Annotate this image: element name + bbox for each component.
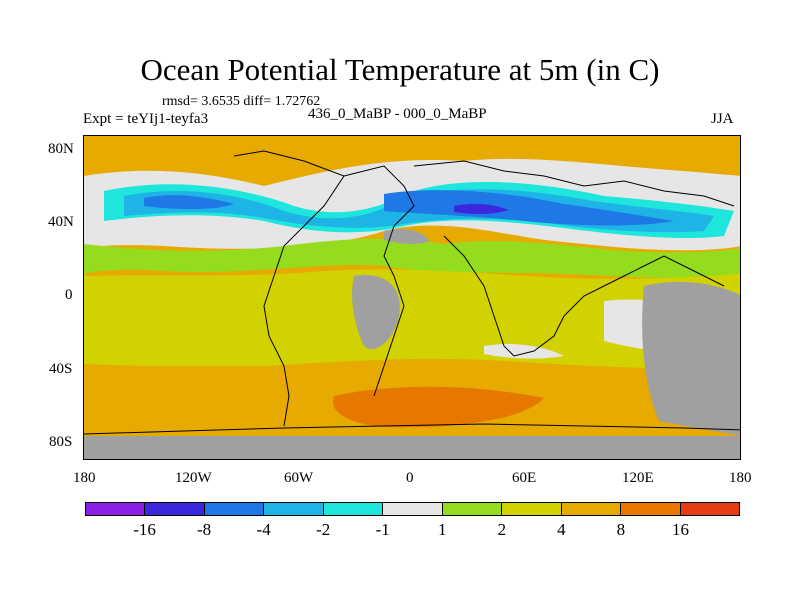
colorbar-label: -8 [196,520,212,539]
colorbar-label: 4 [557,520,566,539]
y-tick-label: 40N [48,214,74,230]
colorbar-label: 8 [616,520,626,539]
y-tick-label: 40S [49,361,73,377]
x-tick-label: 60W [284,470,314,486]
antarctica-mask [84,436,740,459]
y-tick-label: 0 [65,287,73,303]
north-america-mask [384,229,429,244]
x-tick-label: 180 [729,470,752,486]
yellow-tropical-zone [84,269,740,369]
coastline-antarctica [84,423,740,435]
colorbar-label: 2 [497,520,507,539]
south-america-mask [352,275,400,350]
blue-anomaly-east [384,190,674,226]
x-tick-label: 180 [73,470,96,486]
x-tick-label: 60E [512,470,537,486]
colorbar-label: 16 [671,520,689,539]
coastline-africa [443,235,565,357]
colorbar-label: -2 [316,520,331,539]
colorbar-segment [145,503,205,515]
colorbar-segment [502,503,562,515]
blue-anomaly-west [144,195,234,210]
season-label: JJA [711,111,734,127]
colorbar-segment [680,503,739,515]
green-band-north [84,238,740,279]
x-tick-label: 0 [406,470,414,486]
dark-blue-anomaly [454,203,509,214]
coastline-americas-west [233,150,345,427]
y-tick-label: 80S [49,434,73,450]
y-tick-label: 80N [48,141,74,157]
map-canvas [84,136,740,459]
colorbar-segment [204,503,265,515]
dark-orange-southern-core [333,386,544,428]
temperature-map [83,135,741,460]
colorbar-segment [442,503,503,515]
x-tick-label: 120E [622,470,654,486]
experiment-label: Expt = teYIj1-teyfa3 [83,111,209,127]
comparison-label: 436_0_MaBP - 000_0_MaBP [308,106,487,122]
colorbar-segment [383,503,443,515]
colorbar-label: 1 [438,520,447,539]
white-patch-center [484,344,564,359]
australia-asia-mask [642,281,740,436]
colorbar [85,502,740,516]
page-title: Ocean Potential Temperature at 5m (in C) [140,52,660,87]
stats-text: rmsd= 3.6535 diff= 1.72762 [162,94,321,109]
colorbar-label: -16 [133,520,156,539]
coastline-eurasia-north [413,160,735,207]
arctic-band [84,136,740,158]
coastlines [84,150,740,435]
colorbar-segment [561,503,622,515]
colorbar-segment [86,503,146,515]
x-tick-label: 120W [175,470,212,486]
coastline-americas-east [343,165,415,397]
colorbar-segment [621,503,681,515]
colorbar-label: -4 [256,520,271,539]
colorbar-segment [323,503,384,515]
colorbar-label: -1 [375,520,390,539]
coastline-asia-south [563,255,725,317]
colorbar-segment [264,503,324,515]
